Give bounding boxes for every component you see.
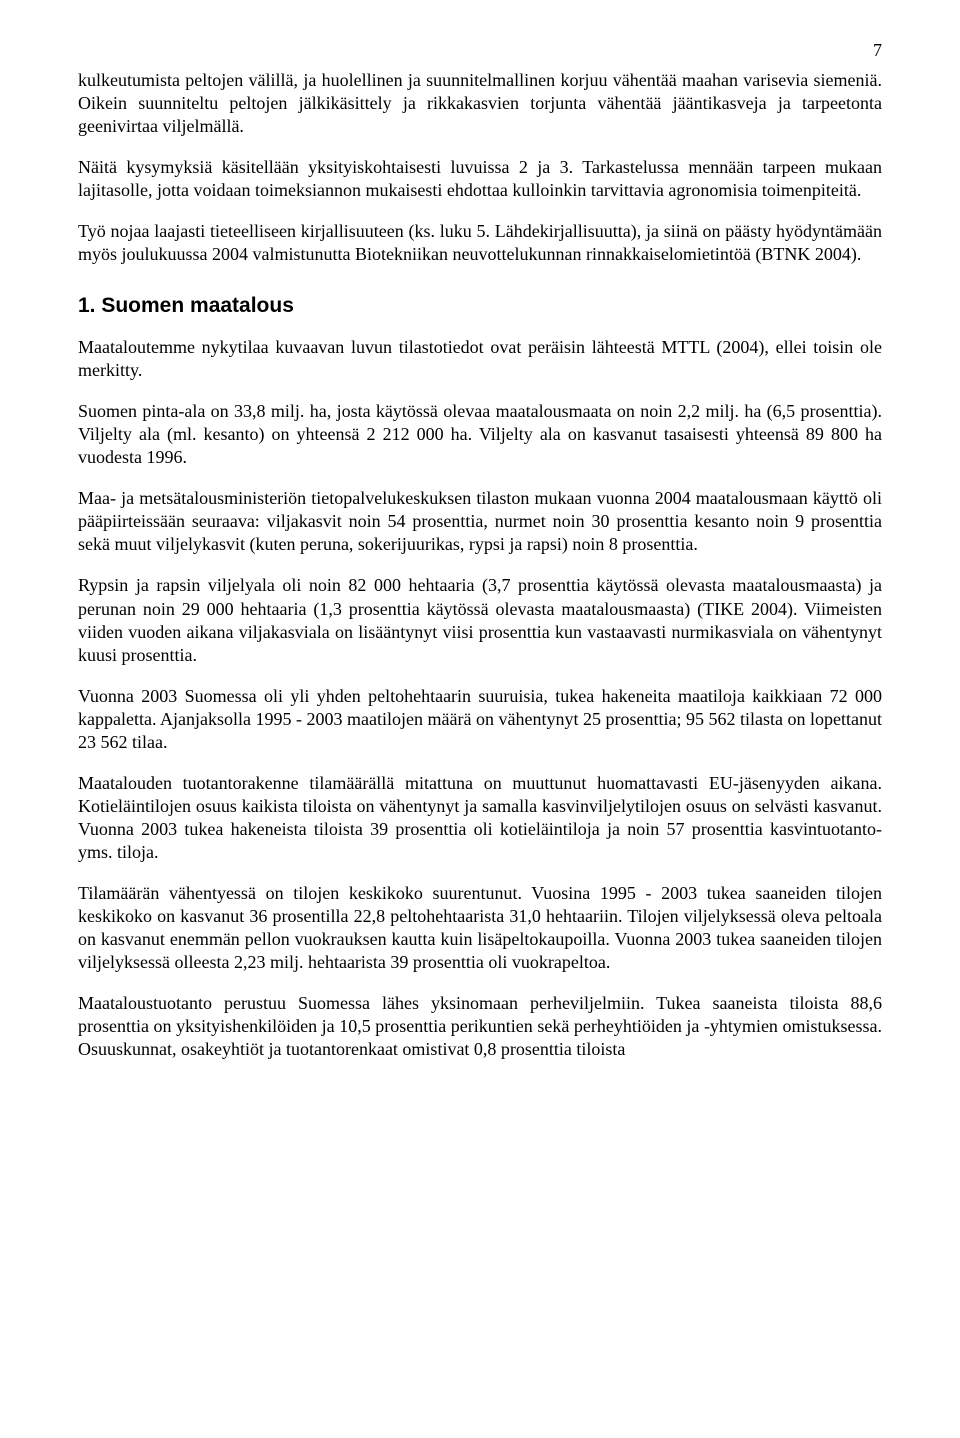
- body-paragraph: Näitä kysymyksiä käsitellään yksityiskoh…: [78, 156, 882, 202]
- body-paragraph: Maatalouden tuotantorakenne tilamäärällä…: [78, 772, 882, 864]
- body-paragraph: Maa- ja metsätalousministeriön tietopalv…: [78, 487, 882, 556]
- body-paragraph: Vuonna 2003 Suomessa oli yli yhden pelto…: [78, 685, 882, 754]
- body-paragraph: Rypsin ja rapsin viljelyala oli noin 82 …: [78, 574, 882, 666]
- body-paragraph: Työ nojaa laajasti tieteelliseen kirjall…: [78, 220, 882, 266]
- page-number: 7: [78, 40, 882, 61]
- section-heading: 1. Suomen maatalous: [78, 294, 882, 318]
- body-paragraph: Suomen pinta-ala on 33,8 milj. ha, josta…: [78, 400, 882, 469]
- body-paragraph: Maataloutemme nykytilaa kuvaavan luvun t…: [78, 336, 882, 382]
- body-paragraph: kulkeutumista peltojen välillä, ja huole…: [78, 69, 882, 138]
- body-paragraph: Maataloustuotanto perustuu Suomessa lähe…: [78, 992, 882, 1061]
- body-paragraph: Tilamäärän vähentyessä on tilojen keskik…: [78, 882, 882, 974]
